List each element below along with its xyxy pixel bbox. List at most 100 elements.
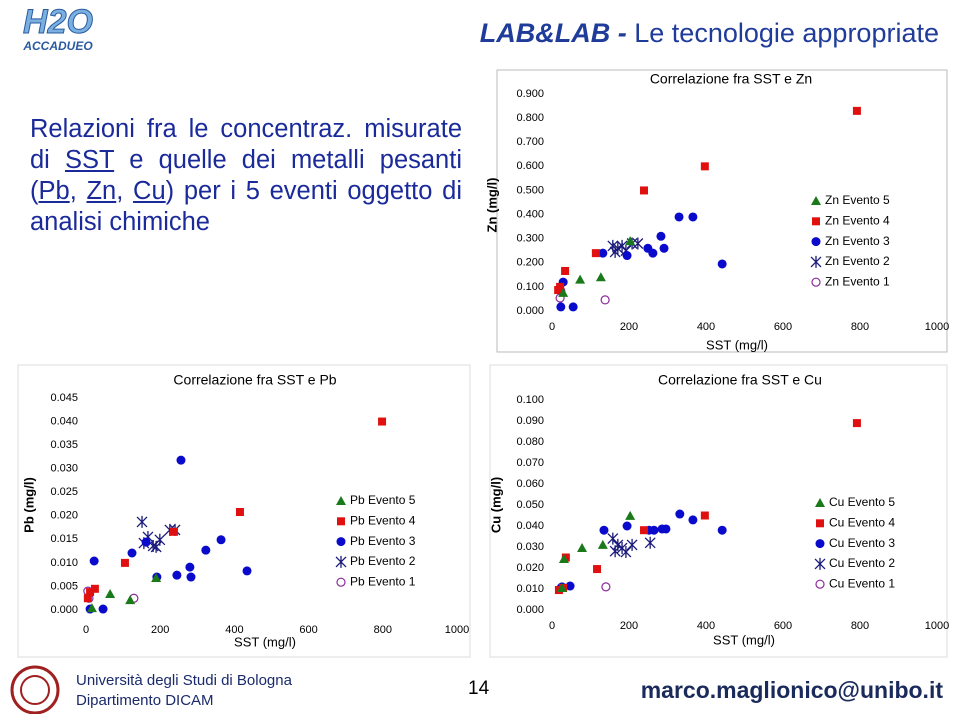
body-segment: Pb: [38, 177, 70, 205]
email: marco.maglionico@unibo.it: [640, 677, 943, 703]
y-tick-label: 0.020: [50, 510, 78, 522]
legend-label: Zn Evento 4: [825, 213, 890, 227]
x-axis-title: SST (mg/l): [234, 634, 296, 649]
marker-circle: [717, 259, 727, 269]
university-logo: [10, 665, 60, 714]
marker-square: [337, 517, 345, 526]
y-tick-label: 0.045: [50, 392, 78, 404]
legend-label: Cu Evento 1: [829, 576, 895, 590]
marker-open-circle: [811, 277, 821, 287]
marker-square: [852, 419, 861, 428]
y-tick-label: 0.000: [516, 604, 544, 616]
x-tick-label: 800: [374, 624, 392, 636]
marker-circle: [89, 556, 99, 566]
marker-triangle: [577, 543, 588, 553]
y-tick-label: 0.020: [516, 562, 544, 574]
logo-subtext: ACCADUEO: [22, 39, 93, 53]
legend-label: Zn Evento 2: [825, 254, 890, 268]
y-tick-label: 0.900: [516, 88, 544, 100]
y-tick-label: 0.025: [50, 486, 78, 498]
marker-square: [640, 186, 649, 195]
marker-circle: [659, 243, 669, 253]
x-tick-label: 400: [225, 624, 243, 636]
legend-label: Cu Evento 2: [829, 556, 895, 570]
marker-square: [83, 594, 92, 603]
x-axis-title: SST (mg/l): [706, 337, 768, 352]
chart-title: Correlazione fra SST e Zn: [650, 71, 812, 87]
y-axis-title: Cu (mg/l): [488, 477, 503, 533]
marker-star: [644, 536, 656, 549]
marker-circle: [656, 231, 666, 241]
marker-open-circle: [815, 579, 825, 589]
marker-circle: [172, 570, 182, 580]
marker-circle: [811, 237, 821, 247]
legend-label: Pb Evento 3: [350, 534, 416, 548]
y-tick-label: 0.800: [516, 112, 544, 124]
x-tick-label: 800: [851, 620, 869, 632]
chart-frame: [489, 364, 948, 658]
legend-label: Zn Evento 1: [825, 274, 890, 288]
marker-triangle: [557, 582, 568, 592]
marker-circle: [688, 212, 698, 222]
marker-triangle: [625, 236, 636, 246]
y-tick-label: 0.100: [516, 394, 544, 406]
marker-triangle: [558, 287, 569, 297]
x-tick-label: 200: [151, 624, 169, 636]
body-segment: Zn: [86, 177, 117, 205]
marker-square: [700, 511, 709, 520]
marker-circle: [176, 455, 186, 465]
marker-star: [609, 245, 621, 258]
body-segment: e quelle dei metalli pesanti (: [30, 146, 462, 205]
marker-circle: [648, 248, 658, 258]
marker-star: [620, 546, 632, 559]
header: LAB&LAB - Le tecnologie appropriate: [480, 18, 939, 49]
x-tick-label: 800: [851, 321, 869, 333]
marker-circle: [127, 548, 137, 558]
department: Dipartimento DICAM: [76, 692, 214, 709]
y-tick-label: 0.700: [516, 136, 544, 148]
logo: H2O ACCADUEO: [22, 2, 93, 53]
legend-label: Pb Evento 5: [350, 493, 416, 507]
x-tick-label: 400: [697, 321, 715, 333]
y-axis-title: Zn (mg/l): [484, 178, 499, 233]
y-tick-label: 0.060: [516, 478, 544, 490]
marker-circle: [242, 566, 252, 576]
marker-circle: [675, 509, 685, 519]
marker-square: [816, 519, 824, 528]
x-tick-label: 200: [620, 321, 638, 333]
marker-square: [700, 162, 709, 171]
marker-star: [609, 545, 621, 558]
marker-star: [154, 533, 166, 546]
marker-triangle: [86, 603, 97, 613]
marker-star: [810, 255, 822, 268]
marker-triangle: [815, 498, 825, 507]
header-strong: LAB&LAB -: [479, 18, 635, 48]
body-text: Relazioni fra le concentraz. misurate di…: [30, 114, 462, 238]
x-tick-label: 600: [299, 624, 317, 636]
y-tick-label: 0.400: [516, 208, 544, 220]
y-axis-title: Pb (mg/l): [21, 477, 36, 533]
marker-circle: [185, 562, 195, 572]
marker-circle: [688, 515, 698, 525]
x-tick-label: 600: [774, 620, 792, 632]
marker-circle: [98, 604, 108, 614]
y-tick-label: 0.010: [50, 557, 78, 569]
marker-open-circle: [600, 295, 610, 305]
y-tick-label: 0.300: [516, 233, 544, 245]
body-segment: ,: [116, 177, 134, 205]
marker-circle: [186, 572, 196, 582]
x-tick-label: 1000: [925, 321, 949, 333]
x-tick-label: 0: [549, 620, 555, 632]
legend-label: Cu Evento 3: [829, 536, 895, 550]
marker-triangle: [597, 539, 608, 549]
marker-star: [632, 237, 644, 250]
x-tick-label: 0: [549, 321, 555, 333]
marker-square: [591, 249, 600, 258]
marker-star: [814, 557, 826, 570]
body-segment: Cu: [133, 177, 166, 205]
y-tick-label: 0.070: [516, 457, 544, 469]
marker-circle: [216, 535, 226, 545]
chart-title: Correlazione fra SST e Cu: [658, 372, 822, 388]
